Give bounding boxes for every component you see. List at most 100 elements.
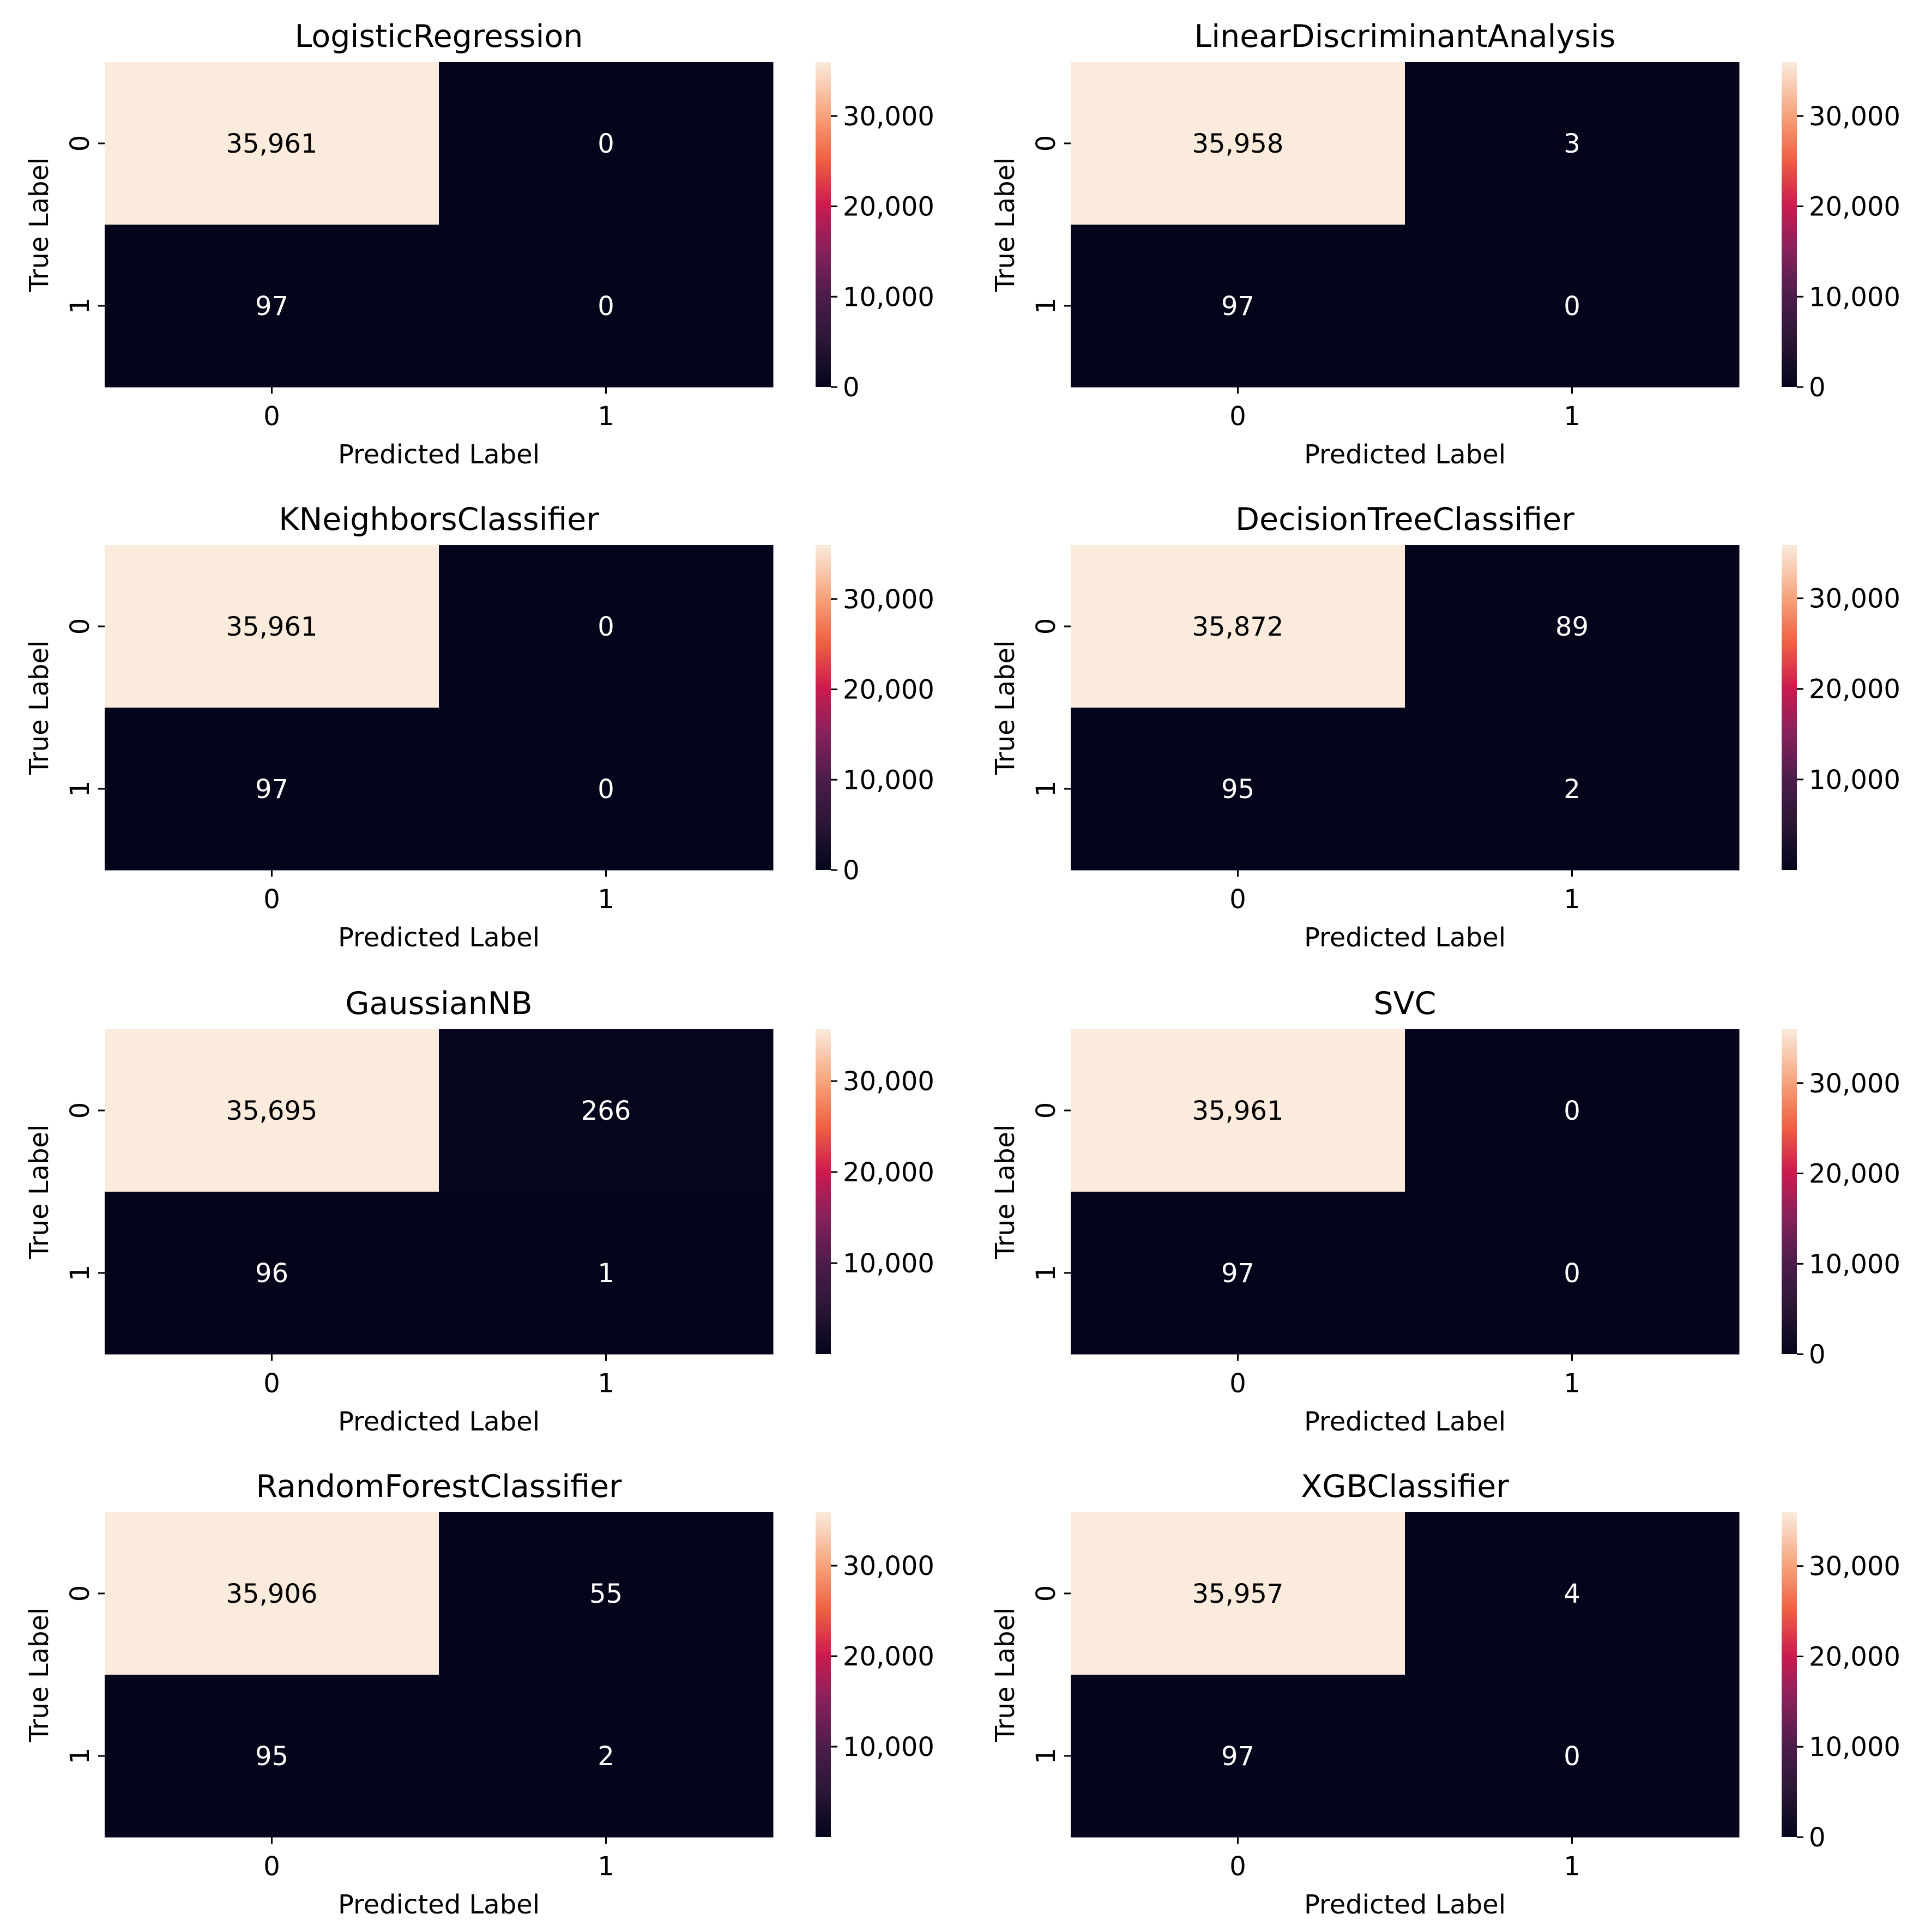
cell-value-label: 55 xyxy=(589,1579,623,1609)
heatmap-cell xyxy=(1071,1029,1405,1192)
panel-title: SVC xyxy=(1374,986,1437,1022)
panel-title: XGBClassifier xyxy=(1301,1469,1509,1505)
colorbar-tick-label: 20,000 xyxy=(1809,1641,1900,1672)
colorbar-tick-label: 10,000 xyxy=(843,765,934,795)
colorbar-tick-label: 0 xyxy=(843,855,860,886)
y-tick-label: 0 xyxy=(1031,135,1061,152)
x-axis-label: Predicted Label xyxy=(338,1406,540,1437)
heatmap-cell xyxy=(1405,225,1740,388)
colorbar-tick-label: 30,000 xyxy=(843,1066,934,1097)
colorbar-tick-label: 10,000 xyxy=(843,1248,934,1279)
colorbar-tick-label: 30,000 xyxy=(843,584,934,615)
colorbar-tick-label: 30,000 xyxy=(1809,1551,1900,1582)
cell-value-label: 97 xyxy=(1221,1258,1254,1289)
colorbar-tick-label: 30,000 xyxy=(843,1551,934,1581)
y-axis-label: True Label xyxy=(990,1608,1021,1743)
x-axis-label: Predicted Label xyxy=(338,922,540,953)
heatmap-cell xyxy=(439,225,774,388)
panel-title: LogisticRegression xyxy=(295,19,583,55)
confusion-matrix-panel: GaussianNB 35,695 266 96 1 0 1 0 1 Predicted Labe… xyxy=(24,986,934,1437)
cell-value-label: 35,906 xyxy=(226,1579,318,1609)
heatmap-cell xyxy=(105,708,439,871)
heatmap-cell xyxy=(1405,1675,1740,1838)
panel-title: DecisionTreeClassifier xyxy=(1235,502,1574,538)
x-tick-label: 1 xyxy=(1564,1851,1580,1882)
x-tick-label: 1 xyxy=(598,401,614,432)
cell-value-label: 89 xyxy=(1555,612,1589,642)
heatmap-cell xyxy=(105,1192,439,1355)
cell-value-label: 95 xyxy=(1221,774,1254,805)
y-tick-label: 1 xyxy=(65,781,95,798)
y-tick-label: 0 xyxy=(1031,1102,1061,1119)
colorbar xyxy=(1782,1512,1797,1837)
colorbar-tick-label: 30,000 xyxy=(843,101,934,132)
x-axis-label: Predicted Label xyxy=(338,439,540,470)
cell-value-label: 1 xyxy=(598,1258,614,1289)
colorbar-tick-label: 0 xyxy=(1809,1822,1826,1853)
heatmap-cell xyxy=(1071,1675,1405,1838)
heatmap-cell xyxy=(439,1029,774,1192)
y-tick-label: 0 xyxy=(65,618,95,635)
heatmap-cell xyxy=(105,1512,439,1675)
confusion-matrix-panel: RandomForestClassifier 35,906 55 95 2 0 1 0 1 Pre… xyxy=(24,1469,934,1920)
y-axis-label: True Label xyxy=(990,641,1021,776)
panel-title: RandomForestClassifier xyxy=(256,1469,622,1505)
x-tick-label: 0 xyxy=(1229,1368,1246,1399)
y-axis-label: True Label xyxy=(24,1608,55,1743)
heatmap-cell xyxy=(1071,1512,1405,1675)
y-tick-label: 0 xyxy=(1031,618,1061,635)
heatmap-cell xyxy=(439,1512,774,1675)
cell-value-label: 35,872 xyxy=(1192,612,1284,642)
colorbar-tick-label: 0 xyxy=(843,372,860,403)
heatmap-cell xyxy=(105,1675,439,1838)
heatmap-cell xyxy=(105,62,439,225)
x-tick-label: 0 xyxy=(1229,401,1246,432)
colorbar-tick-label: 30,000 xyxy=(1809,584,1900,614)
y-axis-label: True Label xyxy=(24,158,55,293)
colorbar-tick-label: 30,000 xyxy=(1809,101,1900,132)
x-tick-label: 0 xyxy=(263,884,280,915)
x-tick-label: 1 xyxy=(1564,1368,1580,1399)
cell-value-label: 35,957 xyxy=(1192,1579,1284,1609)
colorbar xyxy=(816,62,831,387)
heatmap-cell xyxy=(105,1029,439,1192)
confusion-matrix-panel: SVC 35,961 0 97 0 0 1 0 1 Predicted Label True Lab… xyxy=(990,986,1900,1437)
cell-value-label: 0 xyxy=(598,129,614,159)
cell-value-label: 96 xyxy=(255,1258,288,1289)
x-axis-label: Predicted Label xyxy=(1304,922,1506,953)
x-tick-label: 1 xyxy=(598,884,614,915)
heatmap-cell xyxy=(439,708,774,871)
cell-value-label: 0 xyxy=(1564,291,1580,322)
heatmap-cell xyxy=(1071,62,1405,225)
colorbar-tick-label: 20,000 xyxy=(1809,1159,1900,1190)
heatmap-cell xyxy=(105,225,439,388)
y-tick-label: 1 xyxy=(1031,781,1061,798)
colorbar-tick-label: 20,000 xyxy=(1809,192,1900,222)
cell-value-label: 2 xyxy=(1564,774,1580,805)
cell-value-label: 97 xyxy=(255,291,288,322)
x-axis-label: Predicted Label xyxy=(338,1889,540,1920)
y-tick-label: 0 xyxy=(1031,1585,1061,1602)
colorbar-tick-label: 20,000 xyxy=(1809,674,1900,705)
colorbar-tick-label: 10,000 xyxy=(1809,765,1900,795)
y-tick-label: 1 xyxy=(65,1265,95,1282)
colorbar-tick-label: 0 xyxy=(1809,372,1826,403)
x-tick-label: 1 xyxy=(598,1368,614,1399)
confusion-matrix-panel: XGBClassifier 35,957 4 97 0 0 1 0 1 Predicted Lab… xyxy=(990,1469,1900,1920)
colorbar-tick-label: 30,000 xyxy=(1809,1068,1900,1099)
confusion-matrix-panel: KNeighborsClassifier 35,961 0 97 0 0 1 0 1 Predic… xyxy=(24,502,934,953)
colorbar xyxy=(1782,62,1797,387)
cell-value-label: 0 xyxy=(1564,1741,1580,1772)
x-axis-label: Predicted Label xyxy=(1304,1406,1506,1437)
y-axis-label: True Label xyxy=(990,158,1021,293)
heatmap-cell xyxy=(1405,1029,1740,1192)
cell-value-label: 266 xyxy=(581,1096,631,1126)
y-tick-label: 1 xyxy=(65,1748,95,1765)
y-axis-label: True Label xyxy=(24,641,55,776)
heatmap-cell xyxy=(439,1675,774,1838)
x-tick-label: 0 xyxy=(1229,884,1246,915)
cell-value-label: 97 xyxy=(1221,291,1254,322)
cell-value-label: 0 xyxy=(1564,1096,1580,1126)
heatmap-cell xyxy=(1405,1512,1740,1675)
